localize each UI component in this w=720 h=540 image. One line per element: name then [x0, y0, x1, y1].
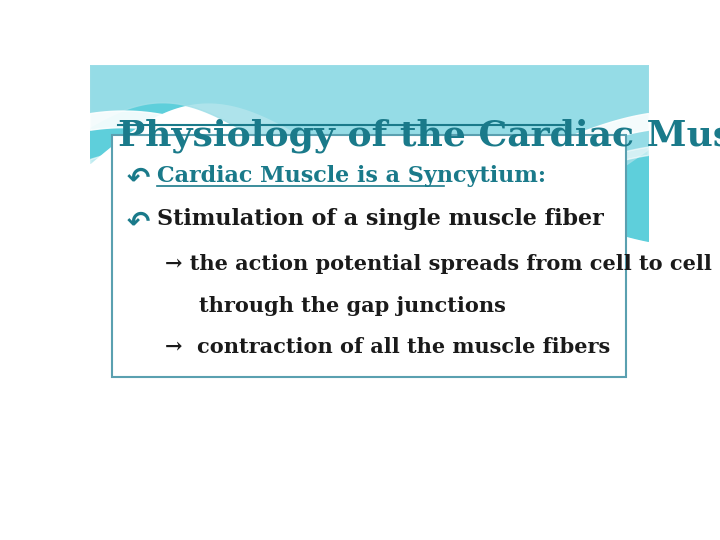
Text: Stimulation of a single muscle fiber: Stimulation of a single muscle fiber	[157, 208, 603, 230]
Text: Physiology of the Cardiac Muscle: Physiology of the Cardiac Muscle	[118, 119, 720, 153]
Text: → the action potential spreads from cell to cell: → the action potential spreads from cell…	[166, 254, 712, 274]
Text: ↶: ↶	[126, 208, 150, 237]
FancyBboxPatch shape	[112, 136, 626, 377]
Text: through the gap junctions: through the gap junctions	[199, 295, 505, 315]
Text: ↶: ↶	[126, 165, 150, 193]
Text: →  contraction of all the muscle fibers: → contraction of all the muscle fibers	[166, 337, 611, 357]
Text: Cardiac Muscle is a Syncytium:: Cardiac Muscle is a Syncytium:	[157, 165, 546, 187]
